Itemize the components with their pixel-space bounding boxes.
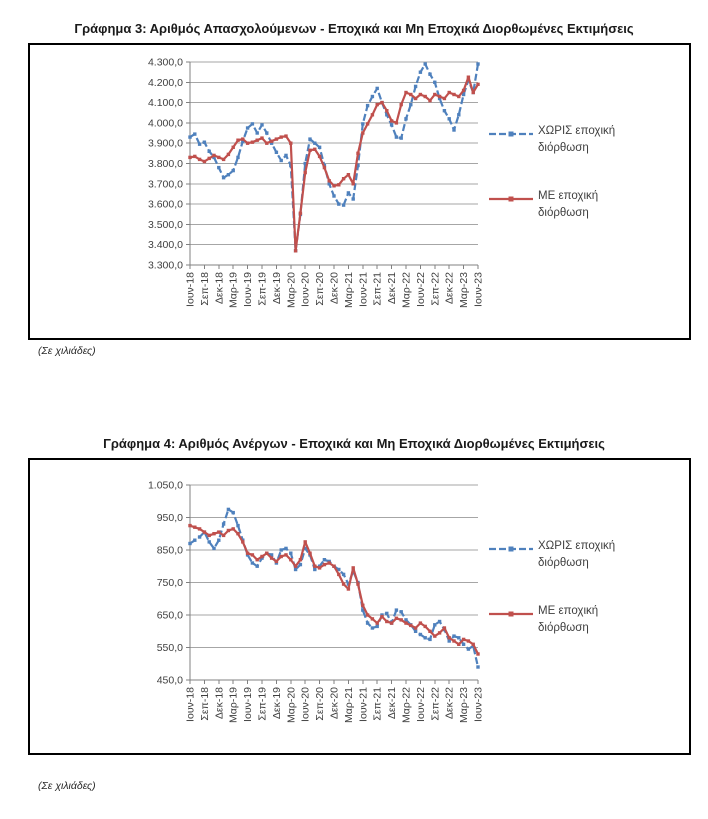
svg-text:Σεπ-20: Σεπ-20 [314, 687, 326, 721]
svg-text:Δεκ-18: Δεκ-18 [213, 687, 225, 719]
svg-text:Μαρ-23: Μαρ-23 [458, 272, 470, 308]
svg-text:3.600,0: 3.600,0 [148, 199, 183, 211]
adjusted-series-sample-icon [489, 196, 533, 201]
svg-text:Μαρ-20: Μαρ-20 [285, 272, 297, 308]
svg-text:Ιουν-21: Ιουν-21 [357, 272, 369, 307]
svg-text:4.300,0: 4.300,0 [148, 57, 183, 69]
legend-item-adjusted: ΜΕ εποχική διόρθωση [488, 188, 622, 223]
legend-item-unadjusted: ΧΩΡΙΣ εποχική διόρθωση [488, 538, 622, 573]
svg-text:Μαρ-21: Μαρ-21 [343, 687, 355, 723]
svg-text:Δεκ-18: Δεκ-18 [213, 272, 225, 304]
unadjusted-series-sample-icon [489, 131, 533, 137]
svg-text:Δεκ-20: Δεκ-20 [329, 687, 341, 719]
adjusted-series-sample-icon [489, 611, 533, 616]
legend-item-adjusted: ΜΕ εποχική διόρθωση [488, 603, 622, 638]
svg-text:Μαρ-20: Μαρ-20 [285, 687, 297, 723]
svg-text:Ιουν-22: Ιουν-22 [415, 272, 427, 307]
svg-text:4.100,0: 4.100,0 [148, 97, 183, 109]
legend-label-unadjusted: ΧΩΡΙΣ εποχική διόρθωση [538, 125, 616, 155]
svg-text:Δεκ-22: Δεκ-22 [444, 272, 456, 304]
svg-text:3.300,0: 3.300,0 [148, 260, 183, 272]
svg-text:Δεκ-19: Δεκ-19 [271, 272, 283, 304]
unadjusted-series-sample-icon [489, 546, 533, 552]
figure2-chart-area: 1.050,0 950,0 850,0 750,0 650,0 550,0 450,0 Ιου… [28, 458, 691, 755]
svg-text:3.900,0: 3.900,0 [148, 138, 183, 150]
svg-text:Σεπ-20: Σεπ-20 [314, 272, 326, 306]
figure2-legend: ΧΩΡΙΣ εποχική διόρθωση ΜΕ εποχική διόρθω… [488, 538, 622, 637]
figure1-title: Γράφημα 3: Αριθμός Απασχολούμενων - Εποχ… [74, 21, 634, 36]
svg-text:3.500,0: 3.500,0 [148, 219, 183, 231]
svg-text:Δεκ-19: Δεκ-19 [271, 687, 283, 719]
svg-text:3.800,0: 3.800,0 [148, 158, 183, 170]
svg-text:4.200,0: 4.200,0 [148, 77, 183, 89]
svg-text:Σεπ-18: Σεπ-18 [199, 272, 211, 306]
svg-text:Ιουν-18: Ιουν-18 [185, 687, 197, 722]
svg-text:Δεκ-20: Δεκ-20 [329, 272, 341, 304]
svg-text:Σεπ-22: Σεπ-22 [429, 687, 441, 721]
svg-text:Σεπ-19: Σεπ-19 [257, 687, 269, 721]
svg-text:Σεπ-21: Σεπ-21 [372, 687, 384, 721]
svg-text:Μαρ-22: Μαρ-22 [401, 687, 413, 723]
svg-text:Ιουν-18: Ιουν-18 [185, 272, 197, 307]
svg-text:4.000,0: 4.000,0 [148, 117, 183, 129]
svg-text:Ιουν-19: Ιουν-19 [242, 272, 254, 307]
svg-text:3.400,0: 3.400,0 [148, 239, 183, 251]
employment-line-chart: 4.300,0 4.200,0 4.100,0 4.000,0 3.900,0 3.800… [148, 57, 485, 308]
figure2-unit-note: (Σε χιλιάδες) [38, 780, 96, 792]
svg-text:850,0: 850,0 [157, 545, 183, 557]
unemployment-line-chart: 1.050,0950,0850,0750,0650,0550,0450,0Ιου… [148, 480, 485, 723]
svg-text:3.700,0: 3.700,0 [148, 178, 183, 190]
svg-text:Ιουν-19: Ιουν-19 [242, 687, 254, 722]
svg-text:450,0: 450,0 [157, 675, 183, 687]
svg-text:550,0: 550,0 [157, 642, 183, 654]
svg-text:Δεκ-21: Δεκ-21 [386, 272, 398, 304]
figure1-chart-area: 4.300,0 4.200,0 4.100,0 4.000,0 3.900,0 3.800… [28, 43, 691, 340]
svg-text:Μαρ-22: Μαρ-22 [401, 272, 413, 308]
svg-text:Ιουν-23: Ιουν-23 [473, 687, 485, 722]
svg-text:Μαρ-23: Μαρ-23 [458, 687, 470, 723]
svg-text:Ιουν-20: Ιουν-20 [300, 687, 312, 722]
svg-text:Σεπ-19: Σεπ-19 [257, 272, 269, 306]
svg-text:750,0: 750,0 [157, 577, 183, 589]
svg-text:650,0: 650,0 [157, 610, 183, 622]
svg-text:Μαρ-21: Μαρ-21 [343, 272, 355, 308]
legend-label-unadjusted: ΧΩΡΙΣ εποχική διόρθωση [538, 540, 616, 570]
svg-text:Ιουν-22: Ιουν-22 [415, 687, 427, 722]
svg-text:Μαρ-19: Μαρ-19 [228, 272, 240, 308]
svg-text:Σεπ-18: Σεπ-18 [199, 687, 211, 721]
svg-text:Ιουν-23: Ιουν-23 [473, 272, 485, 307]
figure2-title: Γράφημα 4: Αριθμός Ανέργων - Εποχικά και… [103, 436, 605, 451]
figure1-legend: ΧΩΡΙΣ εποχική διόρθωση ΜΕ εποχική διόρθω… [488, 123, 622, 222]
figure1-unit-note: (Σε χιλιάδες) [38, 345, 96, 357]
svg-text:Ιουν-21: Ιουν-21 [357, 687, 369, 722]
svg-text:Μαρ-19: Μαρ-19 [228, 687, 240, 723]
legend-item-unadjusted: ΧΩΡΙΣ εποχική διόρθωση [488, 123, 622, 158]
svg-text:Δεκ-21: Δεκ-21 [386, 687, 398, 719]
svg-text:Σεπ-21: Σεπ-21 [372, 272, 384, 306]
svg-text:950,0: 950,0 [157, 512, 183, 524]
svg-text:Σεπ-22: Σεπ-22 [429, 272, 441, 306]
svg-text:Δεκ-22: Δεκ-22 [444, 687, 456, 719]
legend-label-adjusted: ΜΕ εποχική διόρθωση [538, 604, 599, 634]
legend-label-adjusted: ΜΕ εποχική διόρθωση [538, 189, 599, 219]
svg-text:1.050,0: 1.050,0 [148, 480, 183, 492]
svg-text:Ιουν-20: Ιουν-20 [300, 272, 312, 307]
